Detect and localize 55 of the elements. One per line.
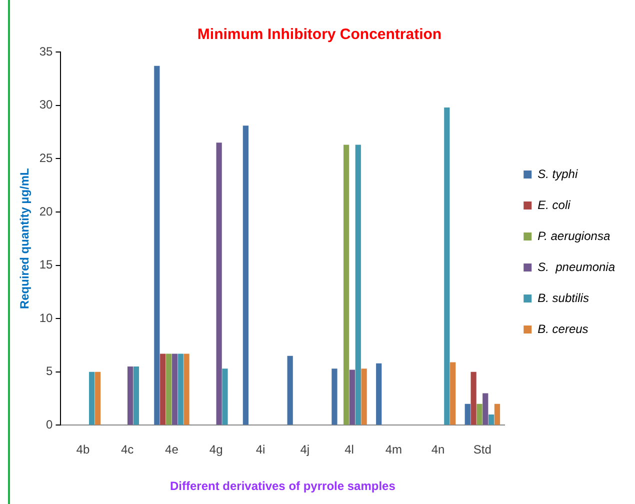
x-tick-label: 4c — [120, 442, 134, 457]
y-tick-label: 10 — [39, 310, 54, 325]
y-tick-label: 15 — [39, 258, 54, 272]
chart-title: Minimum Inhibitory Concentration — [197, 26, 442, 44]
x-tick-label: 4i — [256, 442, 266, 457]
x-tick-label: 4j — [300, 442, 310, 457]
bar — [464, 404, 470, 425]
bar — [470, 372, 476, 425]
bar — [376, 363, 382, 425]
bar — [172, 354, 178, 425]
y-tick-label: 25 — [39, 150, 54, 165]
bar — [160, 354, 166, 425]
bar — [476, 404, 482, 425]
x-tick-label: 4b — [76, 442, 90, 457]
legend-label: S. pneumonia — [538, 260, 616, 274]
bar — [133, 366, 140, 425]
bar — [287, 356, 293, 425]
bar — [355, 144, 361, 425]
bar — [349, 370, 356, 425]
legend-label: E. coli — [538, 198, 571, 212]
x-tick-label: 4m — [385, 442, 402, 457]
legend-label: B. subtilis — [538, 290, 589, 305]
bar — [94, 372, 101, 425]
bar — [166, 354, 172, 425]
legend-label: S. typhi — [538, 166, 578, 181]
y-axis-title: Required quantity µg/mL — [18, 168, 32, 310]
legend-label: B. cereus — [538, 322, 588, 336]
bar — [444, 107, 450, 425]
bar — [482, 393, 488, 425]
y-tick-label: 0 — [46, 418, 54, 432]
bar — [222, 368, 228, 425]
bar — [154, 66, 160, 425]
bar — [178, 354, 184, 425]
bar — [89, 372, 95, 425]
bar — [361, 368, 367, 425]
x-axis-title: Different derivatives of pyrrole samples — [170, 479, 396, 494]
legend-label: P. aerugionsa — [538, 228, 610, 243]
bar — [127, 366, 134, 425]
bar — [184, 354, 190, 425]
y-tick-label: 35 — [39, 44, 54, 58]
bar — [450, 362, 456, 425]
bar — [488, 414, 494, 425]
x-tick-label: 4n — [431, 442, 445, 457]
x-tick-label: Std — [473, 442, 492, 457]
x-tick-label: 4e — [165, 442, 179, 457]
x-tick-label: 4g — [209, 442, 223, 457]
bar — [242, 126, 249, 425]
y-tick-label: 30 — [39, 98, 54, 112]
bar — [343, 144, 350, 425]
x-tick-label: 4l — [344, 442, 354, 457]
bar — [216, 142, 222, 425]
bar — [494, 404, 500, 425]
bar — [332, 368, 338, 425]
y-tick-label: 5 — [46, 364, 54, 378]
y-tick-label: 20 — [39, 204, 54, 218]
